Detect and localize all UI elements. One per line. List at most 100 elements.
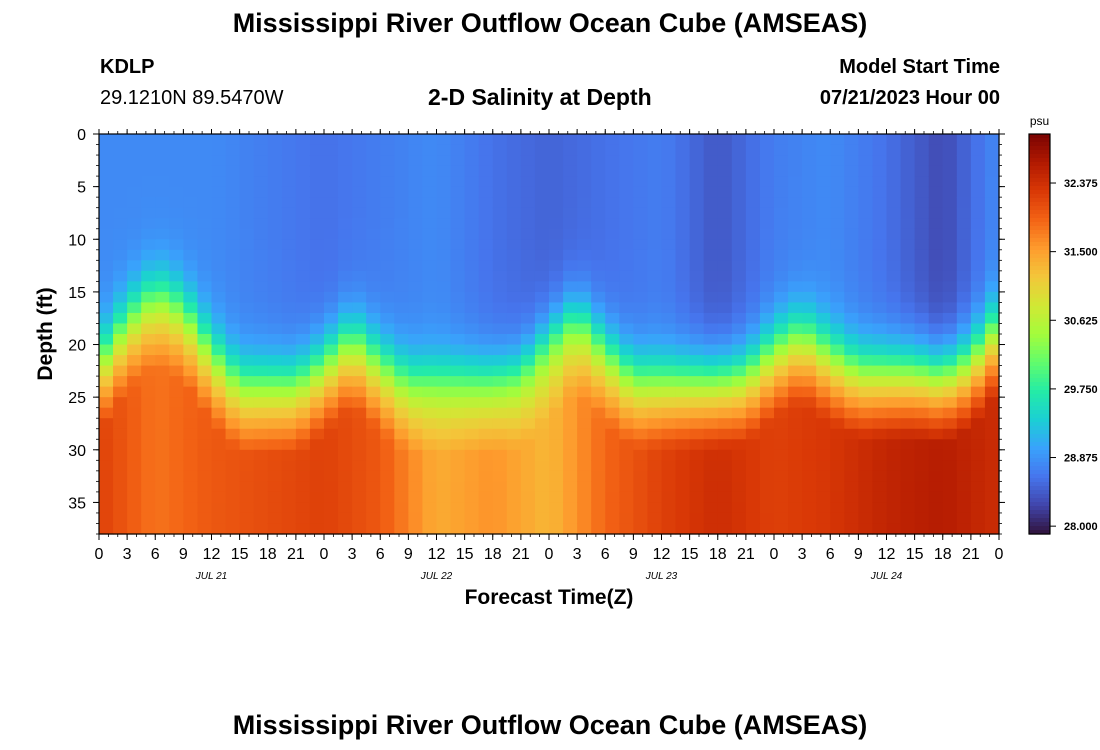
heatmap-cell	[267, 218, 283, 230]
heatmap-cell	[267, 197, 283, 209]
heatmap-cell	[872, 197, 888, 209]
heatmap-cell	[197, 302, 213, 314]
heatmap-cell	[774, 218, 789, 230]
heatmap-cell	[352, 481, 367, 493]
heatmap-cell	[211, 344, 227, 356]
heatmap-cell	[295, 302, 311, 314]
heatmap-cell	[141, 491, 156, 504]
heatmap-cell	[169, 334, 184, 346]
heatmap-cell	[717, 186, 733, 198]
heatmap-cell	[928, 502, 944, 514]
heatmap-cell	[689, 218, 705, 230]
heatmap-cell	[591, 502, 606, 514]
heatmap-cell	[605, 407, 620, 419]
heatmap-cell	[844, 228, 859, 240]
heatmap-cell	[872, 270, 888, 282]
heatmap-cell	[99, 502, 114, 514]
heatmap-cell	[563, 418, 578, 430]
heatmap-cell	[169, 491, 184, 504]
colorbar-cell	[1029, 298, 1050, 303]
heatmap-cell	[324, 270, 339, 282]
heatmap-cell	[309, 260, 325, 272]
heatmap-cell	[492, 228, 508, 240]
heatmap-cell	[717, 365, 733, 377]
x-tick-label: 0	[545, 546, 554, 563]
heatmap-cell	[844, 439, 859, 451]
heatmap-cell	[324, 260, 339, 272]
heatmap-cell	[380, 312, 395, 325]
heatmap-cell	[886, 344, 902, 356]
heatmap-cell	[436, 365, 452, 377]
heatmap-cell	[506, 260, 522, 272]
heatmap-cell	[127, 439, 142, 451]
heatmap-cell	[605, 460, 620, 472]
heatmap-cell	[703, 397, 719, 409]
heatmap-cell	[717, 281, 733, 293]
heatmap-cell	[577, 207, 592, 219]
heatmap-cell	[633, 291, 649, 304]
heatmap-cell	[914, 176, 930, 188]
heatmap-cell	[759, 260, 775, 272]
heatmap-cell	[295, 134, 311, 146]
heatmap-cell	[394, 312, 409, 325]
x-tick-label: 9	[404, 546, 413, 563]
heatmap-cell	[661, 386, 677, 398]
heatmap-cell	[478, 165, 494, 177]
heatmap-cell	[661, 218, 677, 230]
heatmap-cell	[844, 312, 859, 325]
heatmap-cell	[731, 207, 747, 219]
colorbar-cell	[1029, 214, 1050, 219]
heatmap-cell	[436, 334, 452, 346]
heatmap-cell	[745, 165, 761, 177]
heatmap-cell	[647, 291, 663, 304]
heatmap-cell	[970, 523, 986, 535]
heatmap-cell	[169, 407, 184, 419]
heatmap-cell	[155, 460, 170, 472]
heatmap-cell	[155, 323, 170, 335]
heatmap-cell	[717, 470, 733, 482]
heatmap-cell	[295, 218, 311, 230]
heatmap-cell	[633, 344, 649, 356]
heatmap-cell	[155, 291, 170, 304]
y-tick-label: 25	[68, 390, 86, 407]
heatmap-cell	[591, 491, 606, 504]
heatmap-cell	[759, 176, 775, 188]
heatmap-cell	[211, 291, 227, 304]
heatmap-cell	[563, 481, 578, 493]
heatmap-cell	[647, 386, 663, 398]
heatmap-cell	[225, 502, 241, 514]
heatmap-cell	[675, 470, 691, 482]
heatmap-cell	[436, 239, 452, 251]
heatmap-cell	[464, 523, 480, 535]
heatmap-cell	[675, 449, 691, 461]
heatmap-cell	[309, 144, 325, 156]
heatmap-cell	[689, 186, 705, 198]
heatmap-cell	[900, 218, 916, 230]
heatmap-cell	[549, 470, 564, 482]
heatmap-cell	[774, 281, 789, 293]
heatmap-cell	[99, 302, 114, 314]
heatmap-cell	[886, 512, 902, 525]
heatmap-cell	[99, 470, 114, 482]
heatmap-cell	[605, 218, 620, 230]
heatmap-cell	[113, 418, 128, 430]
heatmap-cell	[928, 376, 944, 388]
heatmap-cell	[563, 386, 578, 398]
heatmap-cell	[914, 207, 930, 219]
heatmap-cell	[619, 344, 634, 356]
heatmap-cell	[717, 344, 733, 356]
heatmap-cell	[366, 176, 381, 188]
heatmap-cell	[970, 186, 986, 198]
heatmap-cell	[394, 218, 409, 230]
heatmap-cell	[858, 197, 874, 209]
heatmap-cell	[422, 334, 438, 346]
heatmap-cell	[802, 207, 817, 219]
heatmap-cell	[816, 502, 831, 514]
heatmap-cell	[127, 281, 142, 293]
colorbar-cell	[1029, 438, 1050, 443]
heatmap-cell	[970, 281, 986, 293]
heatmap-cell	[984, 302, 1000, 314]
heatmap-cell	[534, 481, 550, 493]
heatmap-cell	[858, 176, 874, 188]
heatmap-cell	[774, 144, 789, 156]
